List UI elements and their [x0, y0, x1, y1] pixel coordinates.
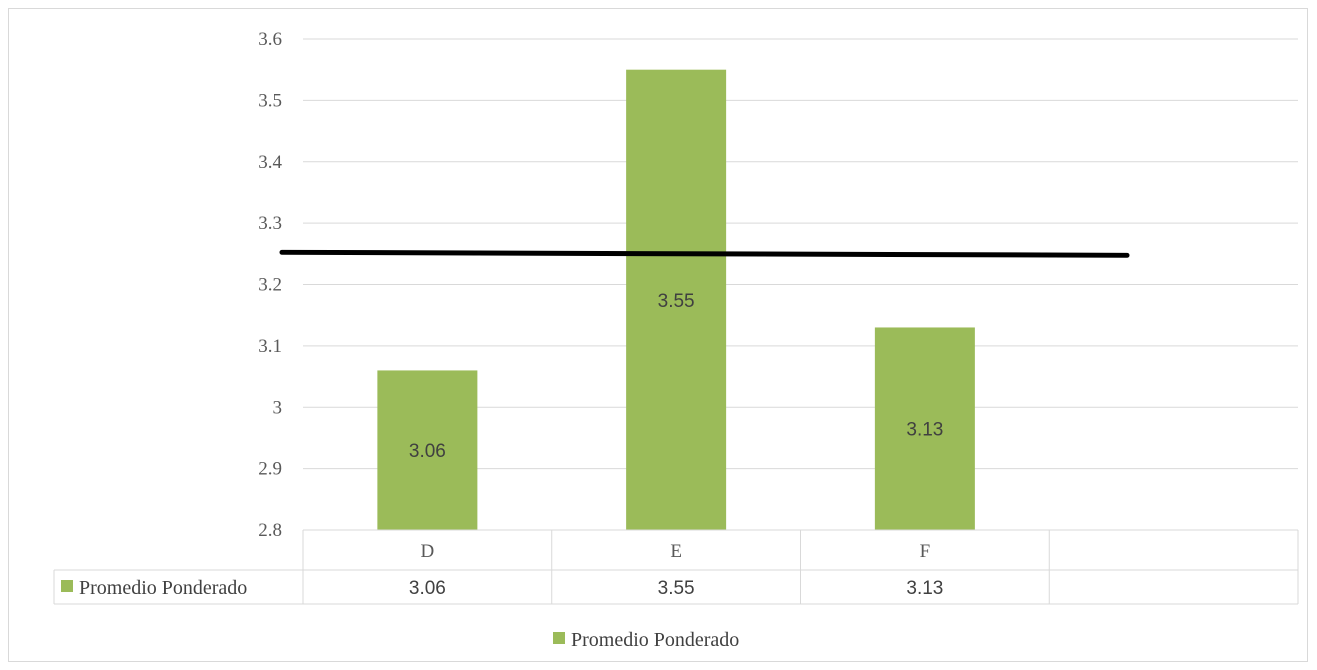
y-tick-label: 2.8	[258, 520, 282, 541]
legend-label: Promedio Ponderado	[571, 629, 739, 651]
bar	[874, 327, 975, 530]
y-tick-label: 3.2	[258, 275, 282, 296]
bar	[377, 370, 478, 530]
x-category-label: F	[920, 541, 931, 562]
table-series-label: Promedio Ponderado	[79, 577, 247, 599]
y-tick-label: 3.6	[258, 29, 282, 50]
table-value: 3.55	[658, 578, 695, 599]
y-tick-label: 3.5	[258, 90, 282, 111]
y-tick-label: 3	[273, 397, 283, 418]
x-category-label: D	[421, 541, 435, 562]
bar	[626, 69, 727, 530]
reference-line	[279, 249, 1130, 258]
data-label: 3.55	[658, 291, 695, 312]
data-label: 3.13	[906, 420, 943, 441]
table-value: 3.13	[906, 578, 943, 599]
reference-line-group	[279, 249, 1130, 258]
y-tick-label: 3.1	[258, 336, 282, 357]
y-tick-labels: 3.6 3.5 3.4 3.3 3.2 3.1 3 2.9 2.8	[258, 29, 282, 541]
table-series-swatch	[61, 580, 73, 592]
y-tick-label: 2.9	[258, 459, 282, 480]
x-category-label: E	[670, 541, 682, 562]
legend: Promedio Ponderado	[553, 629, 739, 651]
data-label: 3.06	[409, 441, 446, 462]
y-tick-label: 3.4	[258, 152, 282, 173]
table-value: 3.06	[409, 578, 446, 599]
legend-swatch	[553, 632, 565, 644]
data-table: D 3.06 E 3.55 F 3.13 Promedio Ponderado	[53, 529, 1299, 605]
data-labels: 3.06 3.55 3.13	[409, 291, 943, 462]
y-tick-label: 3.3	[258, 213, 282, 234]
bars	[377, 69, 975, 530]
